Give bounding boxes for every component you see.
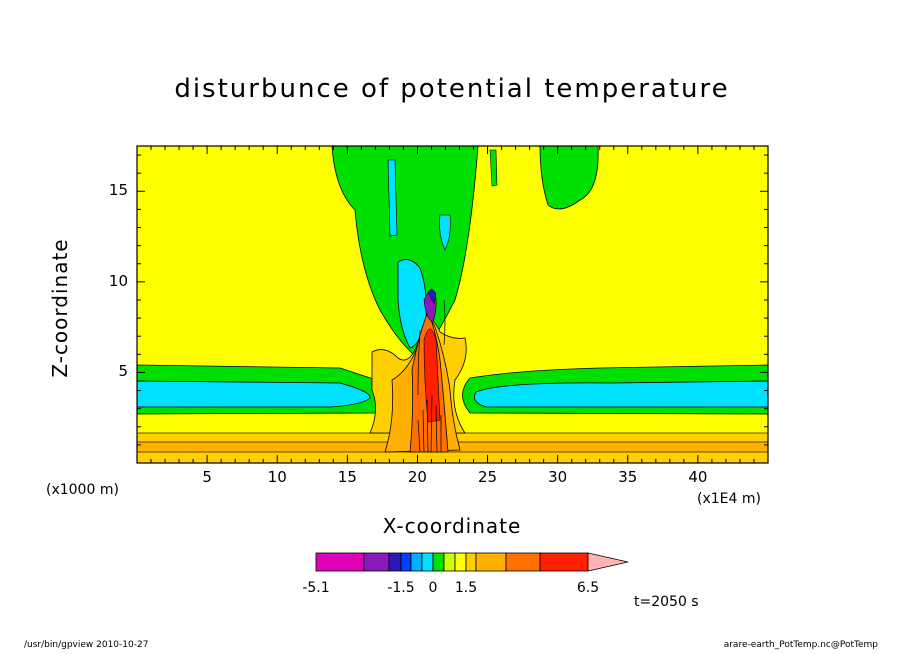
colorbar-segment (432, 552, 445, 572)
cyan-streak-1 (387, 159, 398, 237)
upper-right-green-blob (539, 146, 599, 210)
colorbar-segment (388, 552, 402, 572)
x-tick-label: 25 (478, 468, 498, 486)
y-tick-label: 15 (108, 181, 128, 200)
x-axis-label: X-coordinate (382, 514, 522, 538)
x-tick-label: 35 (618, 468, 638, 486)
base-contour-lines (417, 299, 446, 453)
x-tick-label: 20 (407, 468, 427, 486)
x-tick-label: 15 (337, 468, 357, 486)
cyan-streak-2 (439, 214, 451, 251)
time-label: t=2050 s (634, 594, 699, 610)
colorbar-segment (505, 552, 541, 572)
colorbar-tick-label: 6.5 (576, 580, 600, 596)
footer-left: /usr/bin/gpview 2010-10-27 (24, 640, 149, 650)
red-core (423, 328, 441, 423)
footer-right: arare-earth_PotTemp.nc@PotTemp (723, 640, 878, 650)
x-tick-label: 30 (548, 468, 568, 486)
y-tick-label: 10 (108, 271, 128, 290)
chart-title: disturbunce of potential temperature (174, 74, 730, 104)
y-tick-label: 5 (118, 362, 128, 381)
colorbar-segment (315, 552, 365, 572)
x-axis-unit: (x1000 m) (46, 482, 119, 498)
axis-ticks (137, 146, 768, 463)
colorbar-segment (363, 552, 390, 572)
x-tick-label: 10 (267, 468, 287, 486)
colorbar-segment (410, 552, 423, 572)
colorbar-segment (400, 552, 412, 572)
band-gold-2 (137, 451, 768, 463)
colorbar-tick-label: -5.1 (302, 580, 330, 596)
colorbar-tick-label: -1.5 (387, 580, 415, 596)
upper-green-plume (331, 146, 479, 361)
left-cyan-tongue (137, 380, 371, 408)
x-axis-multiplier: (x1E4 m) (697, 491, 761, 507)
colorbar-segment (465, 552, 477, 572)
colorbar-segment (475, 552, 507, 572)
colorbar-extension (587, 552, 629, 572)
x-tick-label: 40 (688, 468, 708, 486)
colorbar-segment (539, 552, 589, 572)
colorbar (315, 552, 629, 572)
small-green-streak (489, 149, 498, 187)
colorbar-segment (454, 552, 467, 572)
colorbar-tick-label: 1.5 (454, 580, 478, 596)
colorbar-tick-label: 0 (428, 580, 438, 596)
plot-frame (136, 145, 769, 464)
x-tick-label: 5 (202, 468, 212, 486)
y-axis-label: Z-coordinate (48, 238, 72, 378)
contour-field (137, 146, 768, 463)
right-cyan-tongue (473, 380, 768, 408)
colorbar-segment (443, 552, 456, 572)
colorbar-segment (421, 552, 434, 572)
blue-tip (427, 289, 437, 305)
